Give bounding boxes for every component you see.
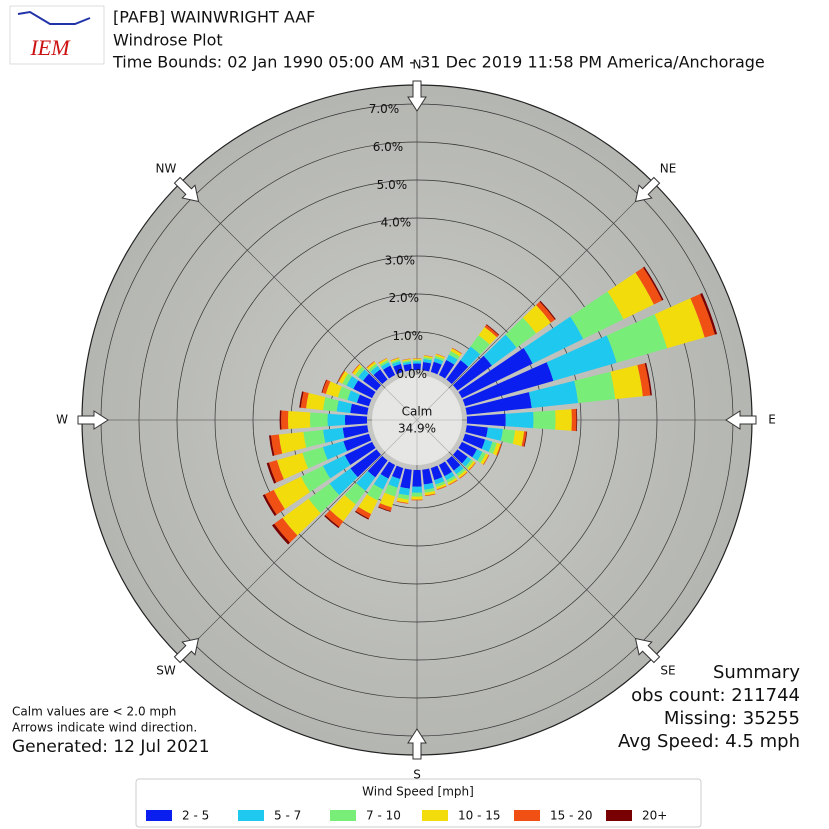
legend-swatch <box>330 810 356 821</box>
compass-label: NW <box>156 161 177 175</box>
legend-swatch <box>422 810 448 821</box>
compass-label: SE <box>660 664 675 678</box>
wind-bar <box>555 409 572 431</box>
wind-bar <box>413 360 421 362</box>
summary-title: Summary <box>713 662 800 683</box>
legend-label: 5 - 7 <box>274 809 301 823</box>
wind-bar <box>412 470 421 487</box>
r-tick-label: 0.0% <box>397 367 428 381</box>
wind-bar <box>533 410 555 429</box>
calm-value: 34.9% <box>398 422 436 436</box>
r-tick-label: 2.0% <box>389 291 420 305</box>
wind-bar <box>412 493 423 497</box>
wind-bar <box>310 413 328 428</box>
compass-label: E <box>768 413 776 427</box>
logo-text: IEM <box>29 35 71 60</box>
r-tick-label: 6.0% <box>373 140 404 154</box>
r-tick-label: 3.0% <box>385 253 416 267</box>
time-bounds: Time Bounds: 02 Jan 1990 05:00 AM - 31 D… <box>112 53 765 72</box>
r-tick-label: 4.0% <box>381 216 412 230</box>
legend-swatch <box>514 810 540 821</box>
note: Calm values are < 2.0 mph <box>12 705 176 719</box>
legend-label: 10 - 15 <box>458 809 501 823</box>
legend-swatch <box>606 810 632 821</box>
polar-area: Calm 34.9% 0.0% 1.0% 2.0% 3.0% 4.0% 5.0% 6.0% 7.0… <box>56 58 776 782</box>
legend-swatch <box>238 810 264 821</box>
compass-label: SW <box>156 664 176 678</box>
wind-bar <box>413 359 422 360</box>
wind-bar <box>572 409 577 431</box>
logo: IEM <box>10 6 104 64</box>
wind-bar <box>288 411 310 429</box>
compass-label: NE <box>660 161 677 175</box>
wind-bar <box>412 487 422 493</box>
compass-label: N <box>413 58 422 72</box>
legend-label: 15 - 20 <box>550 809 593 823</box>
compass-label: W <box>56 413 68 427</box>
summary-line: obs count: 211744 <box>631 685 800 706</box>
chart-title: [PAFB] WAINWRIGHT AAF <box>113 8 315 27</box>
wind-bar <box>506 412 534 428</box>
calm-label: Calm <box>402 405 433 419</box>
r-tick-label: 1.0% <box>393 329 424 343</box>
summary-line: Missing: 35255 <box>664 708 800 729</box>
r-tick-label: 7.0% <box>369 102 400 116</box>
wind-bar <box>345 415 367 425</box>
wind-bar <box>411 496 422 499</box>
legend-swatch <box>146 810 172 821</box>
legend-label: 20+ <box>642 809 667 823</box>
legend-label: 7 - 10 <box>366 809 401 823</box>
wind-bar <box>327 414 345 426</box>
chart: IEM [PAFB] WAINWRIGHT AAF Windrose Plot … <box>0 0 829 829</box>
wind-bar <box>413 361 421 363</box>
legend-label: 2 - 5 <box>182 809 209 823</box>
r-tick-label: 5.0% <box>377 178 408 192</box>
calm-circle <box>372 375 462 465</box>
note: Arrows indicate wind direction. <box>12 721 197 735</box>
legend-title: Wind Speed [mph] <box>362 785 474 799</box>
wind-bar <box>281 411 288 430</box>
generated: Generated: 12 Jul 2021 <box>12 737 210 757</box>
chart-subtitle: Windrose Plot <box>113 31 223 50</box>
page: IEM [PAFB] WAINWRIGHT AAF Windrose Plot … <box>0 0 829 829</box>
summary-line: Avg Speed: 4.5 mph <box>618 731 800 752</box>
